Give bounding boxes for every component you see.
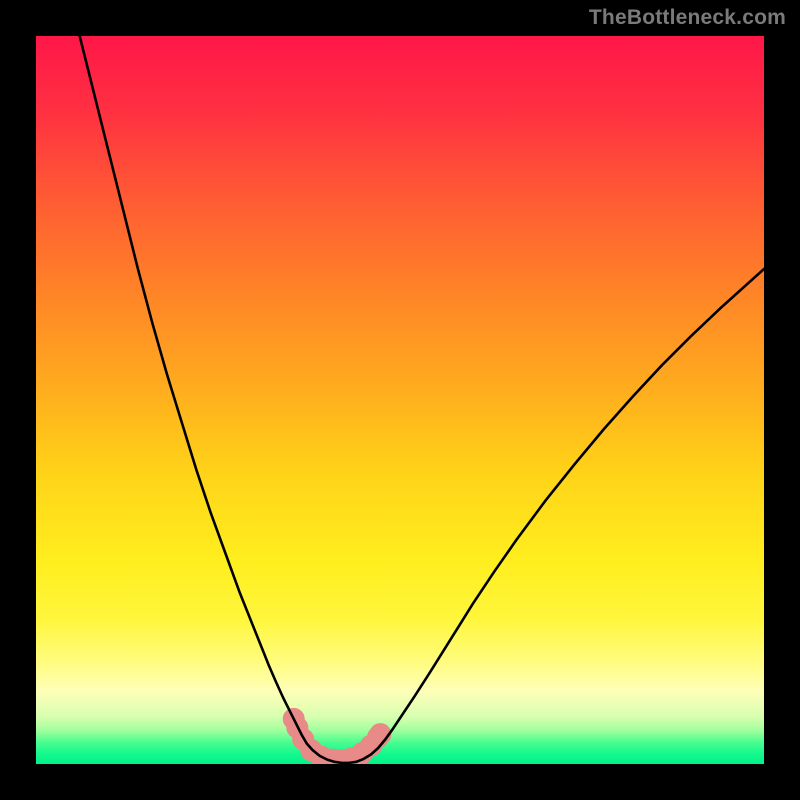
- gradient-background: [36, 36, 764, 764]
- bottleneck-plot: [36, 36, 764, 764]
- site-watermark: TheBottleneck.com: [589, 6, 786, 30]
